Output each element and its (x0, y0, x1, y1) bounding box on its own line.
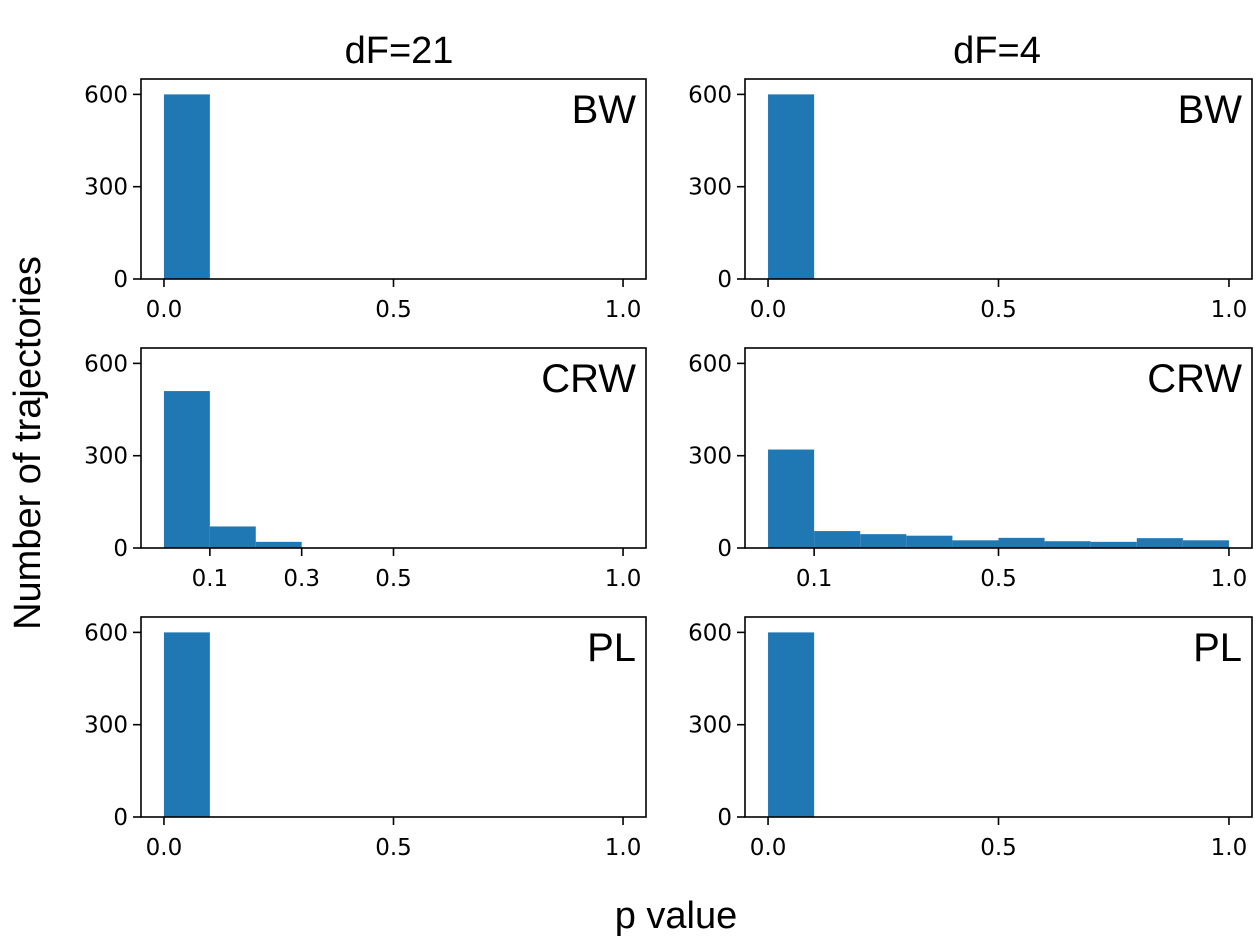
panel-top-left-xtick-label-2: 1.0 (605, 297, 642, 323)
panel-top-right-ytick-label-2: 600 (688, 82, 732, 108)
column-title-right: dF=4 (953, 30, 1041, 72)
panel-middle-right-xtick-label-2: 1.0 (1211, 566, 1248, 592)
x-axis-label: p value (615, 895, 738, 937)
panel-bottom-right-ytick-label-0: 0 (717, 805, 732, 831)
panel-top-left-ytick-label-2: 600 (84, 82, 128, 108)
panel-middle-right-bar-1 (814, 531, 861, 548)
panel-middle-left-ytick-label-0: 0 (113, 536, 128, 562)
panel-middle-left-xtick-label-2: 0.5 (375, 566, 412, 592)
panel-middle-right-xtick-label-0: 0.1 (796, 566, 833, 592)
panel-top-right-xtick-label-2: 1.0 (1211, 297, 1248, 323)
panel-bottom-right-xtick-label-2: 1.0 (1211, 835, 1248, 861)
panel-middle-right-bar-9 (1182, 540, 1229, 548)
panel-top-right-xtick-label-1: 0.5 (980, 297, 1017, 323)
panel-bottom-left-bar-0 (163, 632, 210, 817)
panel-middle-right-bar-5 (998, 537, 1045, 548)
panel-middle-right-bar-4 (952, 540, 999, 548)
panel-top-left: 0 300 600 0.0 0.5 1.0 BW (84, 78, 647, 323)
panel-middle-right: 0 300 600 0.1 0.5 1.0 CRW (688, 347, 1253, 592)
panel-middle-left-xtick-label-0: 0.1 (192, 566, 229, 592)
panel-top-left-ytick-label-0: 0 (113, 267, 128, 293)
panel-middle-left-xtick-label-3: 1.0 (605, 566, 642, 592)
panel-middle-right-bar-3 (906, 535, 953, 548)
panel-bottom-right-label: PL (1193, 626, 1242, 670)
panel-bottom-right-ytick-label-2: 600 (688, 620, 732, 646)
panel-middle-right-label: CRW (1147, 357, 1242, 401)
panel-bottom-left-frame (140, 616, 647, 818)
panel-middle-right-ytick-label-0: 0 (717, 536, 732, 562)
panel-top-left-frame (140, 78, 647, 280)
panel-bottom-right-ytick-label-1: 300 (688, 713, 732, 739)
panel-bottom-left: 0 300 600 0.0 0.5 1.0 PL (84, 616, 647, 861)
panel-bottom-left-ytick-label-0: 0 (113, 805, 128, 831)
panel-bottom-left-xtick-label-1: 0.5 (375, 835, 412, 861)
panel-middle-right-bar-8 (1136, 538, 1183, 548)
panel-middle-left-bar-1 (209, 526, 256, 548)
panel-middle-right-ytick-label-2: 600 (688, 351, 732, 377)
panel-bottom-left-ytick-label-2: 600 (84, 620, 128, 646)
column-title-left: dF=21 (345, 30, 454, 72)
panel-middle-right-ytick-label-1: 300 (688, 444, 732, 470)
panel-top-left-xtick-label-0: 0.0 (146, 297, 183, 323)
y-axis-label: Number of trajectories (7, 256, 49, 630)
panel-top-left-bar-0 (163, 94, 210, 279)
panel-top-left-ytick-label-1: 300 (84, 175, 128, 201)
panel-middle-left: 0 300 600 0.1 0.3 0.5 1.0 CRW (84, 347, 647, 592)
panel-top-right-label: BW (1178, 88, 1243, 132)
panel-middle-right-xtick-label-1: 0.5 (980, 566, 1017, 592)
panel-top-right-frame (744, 78, 1253, 280)
panel-middle-left-xtick-label-1: 0.3 (283, 566, 320, 592)
panel-bottom-left-label: PL (587, 626, 636, 670)
panel-top-left-xtick-label-1: 0.5 (375, 297, 412, 323)
panel-bottom-right-bar-0 (768, 632, 815, 817)
panel-middle-left-bar-0 (163, 391, 210, 548)
panel-top-right-ytick-label-0: 0 (717, 267, 732, 293)
panel-top-right: 0 300 600 0.0 0.5 1.0 BW (688, 78, 1253, 323)
panel-top-left-label: BW (572, 88, 637, 132)
panel-bottom-left-xtick-label-2: 1.0 (605, 835, 642, 861)
panel-middle-left-ytick-label-2: 600 (84, 351, 128, 377)
panel-bottom-left-xtick-label-0: 0.0 (146, 835, 183, 861)
panel-top-right-bar-0 (768, 94, 815, 279)
panels-group: 0 300 600 0.0 0.5 1.0 BW 0 300 600 0.0 0.5 1.0 BW 0 300… (84, 78, 1253, 861)
panel-middle-right-bar-2 (860, 534, 907, 548)
panel-bottom-right-xtick-label-1: 0.5 (980, 835, 1017, 861)
panel-bottom-right-xtick-label-0: 0.0 (750, 835, 787, 861)
panel-middle-left-label: CRW (541, 357, 636, 401)
panel-top-right-ytick-label-1: 300 (688, 175, 732, 201)
panel-bottom-right: 0 300 600 0.0 0.5 1.0 PL (688, 616, 1253, 861)
panel-middle-right-bar-6 (1044, 541, 1091, 548)
panel-bottom-left-ytick-label-1: 300 (84, 713, 128, 739)
panel-middle-left-bar-2 (255, 541, 302, 548)
panel-top-right-xtick-label-0: 0.0 (750, 297, 787, 323)
panel-bottom-right-frame (744, 616, 1253, 818)
panel-middle-right-bar-0 (768, 449, 815, 548)
panel-middle-right-bar-7 (1090, 541, 1137, 548)
panel-middle-left-ytick-label-1: 300 (84, 444, 128, 470)
